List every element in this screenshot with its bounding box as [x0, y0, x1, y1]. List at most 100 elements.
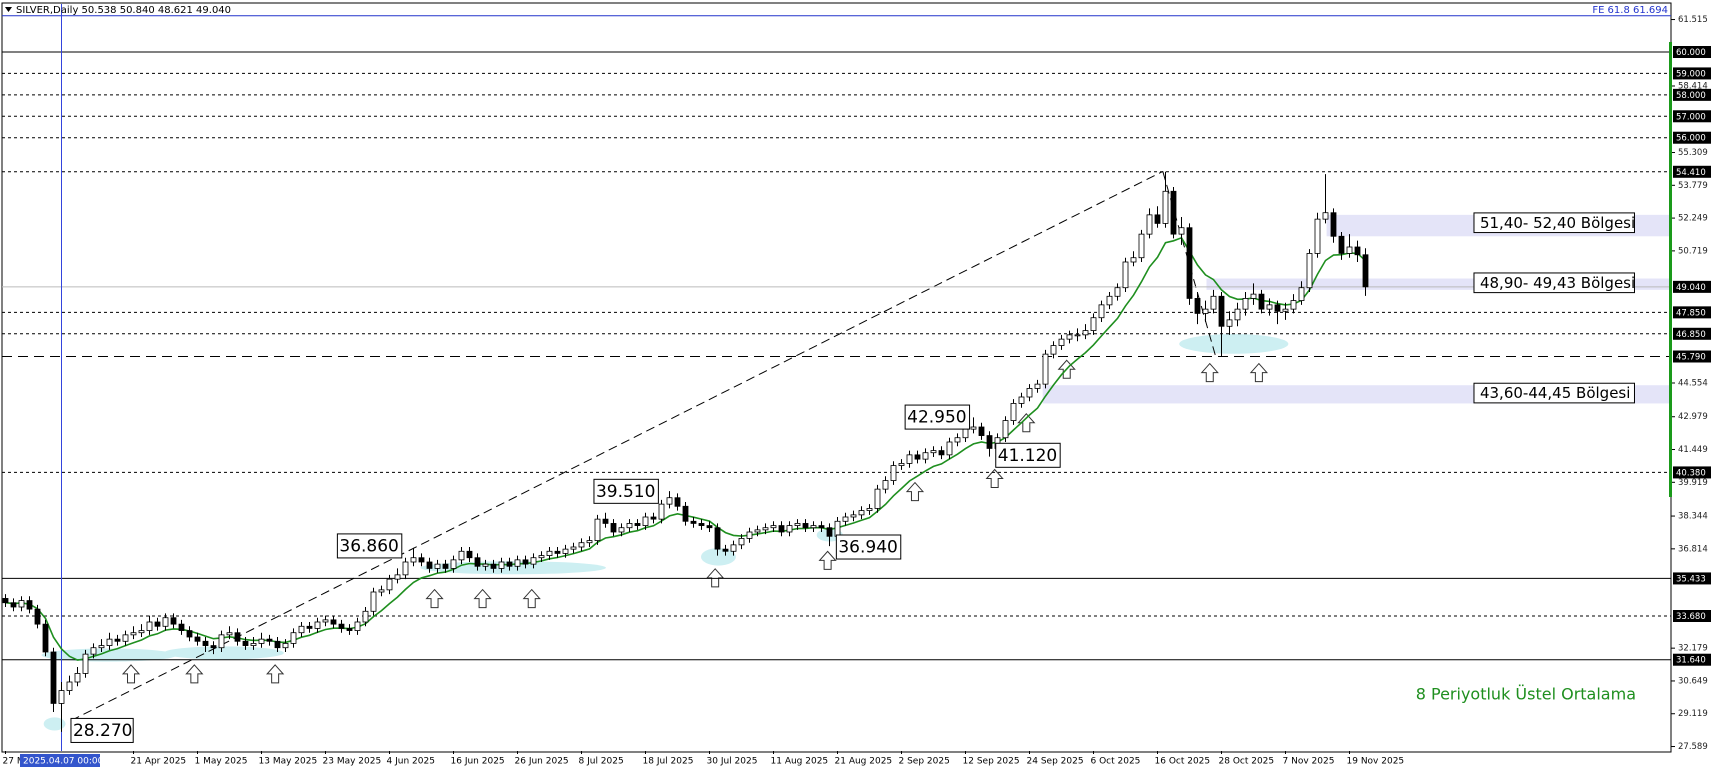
candle-body: [1034, 383, 1041, 389]
candle-body: [842, 516, 849, 522]
price-note: 36.860: [339, 536, 398, 556]
candle-body: [514, 559, 521, 567]
candle-body: [114, 638, 121, 642]
candle-body: [706, 525, 713, 529]
candle-body: [1234, 308, 1241, 321]
candle-body: [1210, 295, 1217, 310]
candle-body: [154, 621, 161, 627]
price-note: 39.510: [596, 482, 655, 502]
arrow: [1249, 362, 1269, 383]
candle-body: [298, 625, 305, 634]
candle-body: [66, 681, 73, 691]
candle-body: [106, 638, 113, 646]
candle-body: [122, 634, 129, 642]
candle-body: [626, 523, 633, 529]
candle-body: [722, 548, 729, 552]
arrow: [473, 588, 492, 609]
price-note: 36.940: [838, 538, 897, 558]
y-tick-label: 55.309: [1678, 148, 1708, 158]
candle-body: [1314, 218, 1321, 254]
candle-body: [162, 617, 169, 627]
candle-body: [1098, 304, 1105, 319]
candle-body: [178, 623, 185, 631]
candle-body: [266, 638, 273, 642]
arrow: [185, 664, 204, 684]
candle-body: [1274, 304, 1281, 312]
level-label: 56.000: [1676, 134, 1706, 144]
candle-body: [1050, 345, 1057, 355]
level-label-box: [1673, 466, 1711, 479]
arrow: [905, 481, 925, 502]
level-label: 49.040: [1676, 283, 1706, 293]
candle-body: [1242, 298, 1249, 310]
candle-body: [258, 638, 265, 644]
candle-body: [290, 632, 297, 644]
candle-body: [458, 550, 465, 561]
candle-body: [130, 632, 137, 636]
candle-body: [1090, 317, 1097, 331]
candle-body: [770, 525, 777, 529]
level-label: 31.640: [1676, 656, 1706, 666]
candle-body: [354, 621, 361, 631]
fib-label: FE 61.8 61.694: [1592, 5, 1668, 16]
candle-body: [1338, 235, 1345, 254]
candle-body: [1178, 227, 1185, 235]
candle-body: [738, 538, 745, 546]
candle-body: [498, 561, 505, 569]
candle-body: [506, 561, 513, 567]
candle-body: [786, 525, 793, 533]
y-tick-label: 53.779: [1678, 181, 1708, 191]
highlight: [43, 717, 66, 731]
x-tick-label: 26 Jun 2025: [515, 757, 569, 767]
candle-body: [698, 523, 705, 526]
arrow: [266, 664, 285, 684]
candle-body: [1002, 420, 1009, 439]
level-label: 47.850: [1676, 308, 1706, 318]
candle-body: [442, 563, 449, 569]
level-label-box: [1673, 46, 1711, 58]
candle-body: [650, 516, 657, 520]
price-note: 42.950: [907, 408, 966, 428]
candle-body: [1146, 214, 1153, 235]
candle-body: [386, 578, 393, 591]
y-tick-label: 27.589: [1678, 742, 1708, 752]
candle-body: [658, 503, 665, 520]
y-tick-label: 44.554: [1678, 378, 1708, 388]
candle-body: [138, 630, 145, 634]
cursor-label-box: [20, 754, 100, 767]
candle-body: [1202, 308, 1209, 314]
marks: [2, 171, 1369, 732]
level-label-box: [1673, 327, 1711, 340]
highlight: [700, 548, 736, 566]
menu-triangle: [5, 7, 12, 12]
candle-body: [234, 632, 241, 642]
candle-body: [1170, 190, 1177, 235]
x-tick-label: 7 Nov 2025: [1283, 757, 1335, 767]
zone-label-box: [1473, 212, 1635, 234]
candle-body: [882, 480, 889, 490]
candle-body: [1074, 334, 1081, 337]
price-note-box: [835, 534, 902, 560]
y-tick-label: 58.414: [1678, 81, 1708, 91]
x-tick-label: 1 May 2025: [195, 757, 248, 767]
highlight: [163, 646, 284, 660]
zone-label: 51,40- 52,40 Bölgesi: [1480, 214, 1635, 232]
candle-body: [210, 645, 217, 649]
candle-body: [1186, 227, 1193, 299]
level-label-box: [1673, 306, 1711, 319]
candle-body: [914, 454, 921, 460]
cursor-label: 2025.04.07 00:00: [23, 757, 104, 767]
y-tick-label: 52.249: [1678, 214, 1708, 224]
zone-label: 43,60-44,45 Bölgesi: [1480, 384, 1630, 402]
arrow: [1200, 362, 1219, 383]
candle-body: [370, 591, 377, 612]
arrow: [818, 550, 837, 570]
y-tick-label: 42.979: [1678, 412, 1708, 422]
level-label-box: [1673, 88, 1711, 101]
candle-body: [730, 544, 737, 552]
level-label-box: [1673, 350, 1711, 363]
x-tick-label: 11 Aug 2025: [771, 757, 829, 767]
candle-body: [1218, 295, 1225, 327]
candle-body: [1290, 300, 1297, 310]
candle-body: [50, 651, 57, 704]
